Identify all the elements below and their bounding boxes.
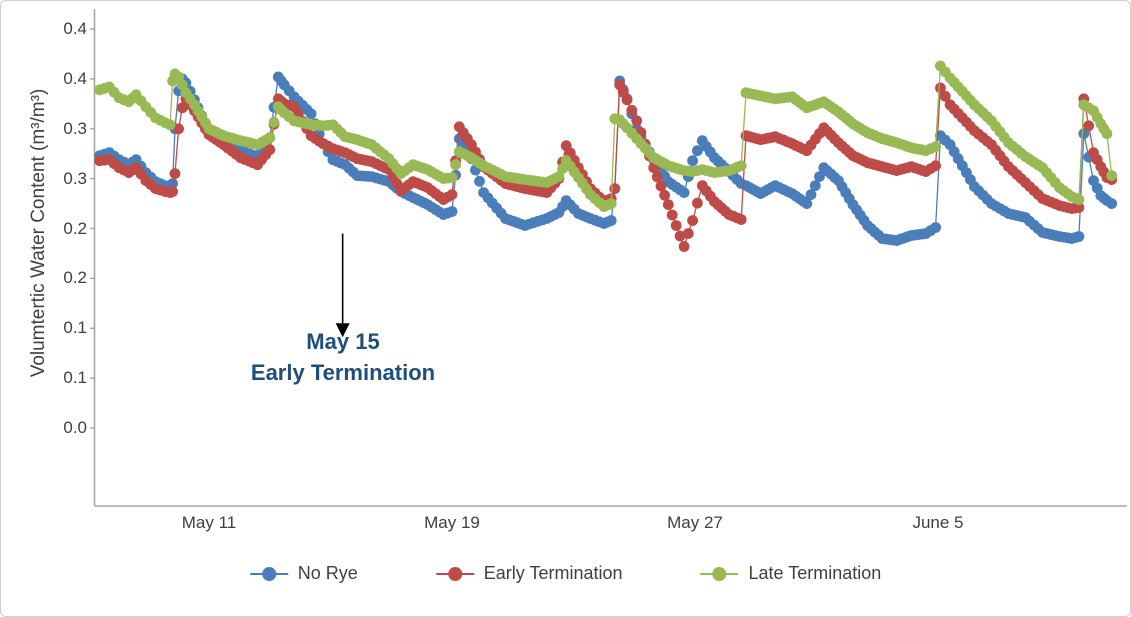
data-point	[674, 230, 686, 242]
legend: No Rye Early Termination Late Termination	[249, 563, 882, 584]
data-point	[735, 214, 747, 225]
data-point	[651, 171, 663, 183]
data-point	[268, 116, 280, 128]
data-point	[930, 160, 941, 172]
data-point	[609, 183, 621, 195]
data-point	[164, 119, 176, 131]
data-point	[264, 144, 276, 156]
data-point	[687, 155, 698, 167]
legend-marker-dot	[261, 566, 276, 581]
data-point	[662, 199, 674, 211]
legend-item-no-rye: No Rye	[249, 563, 358, 584]
y-axis-tick-label: 0.1	[63, 318, 87, 338]
y-axis-tick-label: 0.3	[63, 168, 87, 188]
x-axis-tick-label: May 27	[667, 513, 723, 532]
data-point	[1073, 231, 1085, 242]
data-point	[682, 228, 694, 239]
y-axis-tick-label: 0.3	[63, 118, 87, 138]
data-point	[939, 90, 951, 102]
x-axis-tick-label: May 19	[424, 513, 480, 532]
data-point	[450, 159, 461, 171]
data-point	[659, 189, 670, 201]
legend-marker-dot	[447, 566, 462, 581]
data-point	[169, 168, 181, 180]
data-point	[474, 175, 485, 187]
data-point	[930, 222, 941, 233]
data-point	[305, 108, 317, 120]
data-point	[264, 132, 276, 144]
legend-marker-icon	[249, 566, 288, 581]
legend-item-early-termination: Early Termination	[435, 563, 623, 584]
y-axis-tick-label: 0.2	[63, 218, 87, 238]
y-axis-tick-label: 0.4	[63, 19, 87, 38]
annotation-arrowhead	[335, 323, 350, 338]
data-point	[167, 186, 179, 198]
annotation-line2: Early Termination	[250, 360, 436, 385]
data-point	[446, 172, 458, 184]
data-point	[173, 123, 185, 135]
data-point	[687, 215, 698, 226]
legend-label: No Rye	[297, 563, 358, 583]
annotation-line1: May 15	[306, 329, 380, 354]
data-point	[1101, 128, 1113, 140]
data-point	[1106, 170, 1118, 182]
data-point	[801, 198, 813, 210]
y-axis-tick-label: 0.1	[63, 368, 87, 388]
y-axis-tick-label: 0.0	[63, 418, 87, 437]
data-point	[814, 171, 825, 183]
data-point	[446, 206, 458, 217]
data-point	[446, 189, 458, 201]
annotation-may15: May 15 Early Termination	[213, 326, 473, 388]
legend-marker-icon	[700, 566, 739, 581]
data-point	[678, 241, 690, 252]
legend-marker-icon	[435, 566, 474, 581]
data-point	[1078, 128, 1090, 140]
data-point	[605, 198, 617, 210]
y-axis-tick-label: 0.2	[63, 268, 87, 288]
data-point	[930, 141, 941, 153]
x-axis-tick-label: May 11	[181, 513, 237, 532]
data-point	[626, 104, 638, 116]
y-axis-tick-label: 0.4	[63, 68, 87, 88]
data-point	[666, 209, 678, 221]
legend-label: Early Termination	[483, 563, 623, 583]
data-point	[805, 189, 817, 201]
data-point	[809, 180, 821, 192]
data-point	[670, 220, 682, 231]
legend-label: Late Termination	[748, 563, 882, 583]
data-point	[678, 187, 690, 199]
data-point	[735, 160, 747, 172]
data-point	[935, 82, 946, 94]
data-point	[1073, 202, 1085, 214]
data-point	[692, 145, 703, 157]
data-point	[167, 178, 179, 190]
data-point	[621, 94, 633, 106]
data-point	[655, 180, 667, 192]
data-point	[1073, 194, 1085, 206]
legend-marker-dot	[712, 566, 727, 581]
x-axis-tick-label: June 5	[912, 513, 964, 532]
data-point	[1083, 120, 1095, 132]
data-point	[631, 115, 643, 127]
data-point	[692, 197, 703, 209]
data-point	[605, 215, 617, 226]
data-point	[1106, 198, 1118, 210]
legend-item-late-termination: Late Termination	[700, 563, 882, 584]
